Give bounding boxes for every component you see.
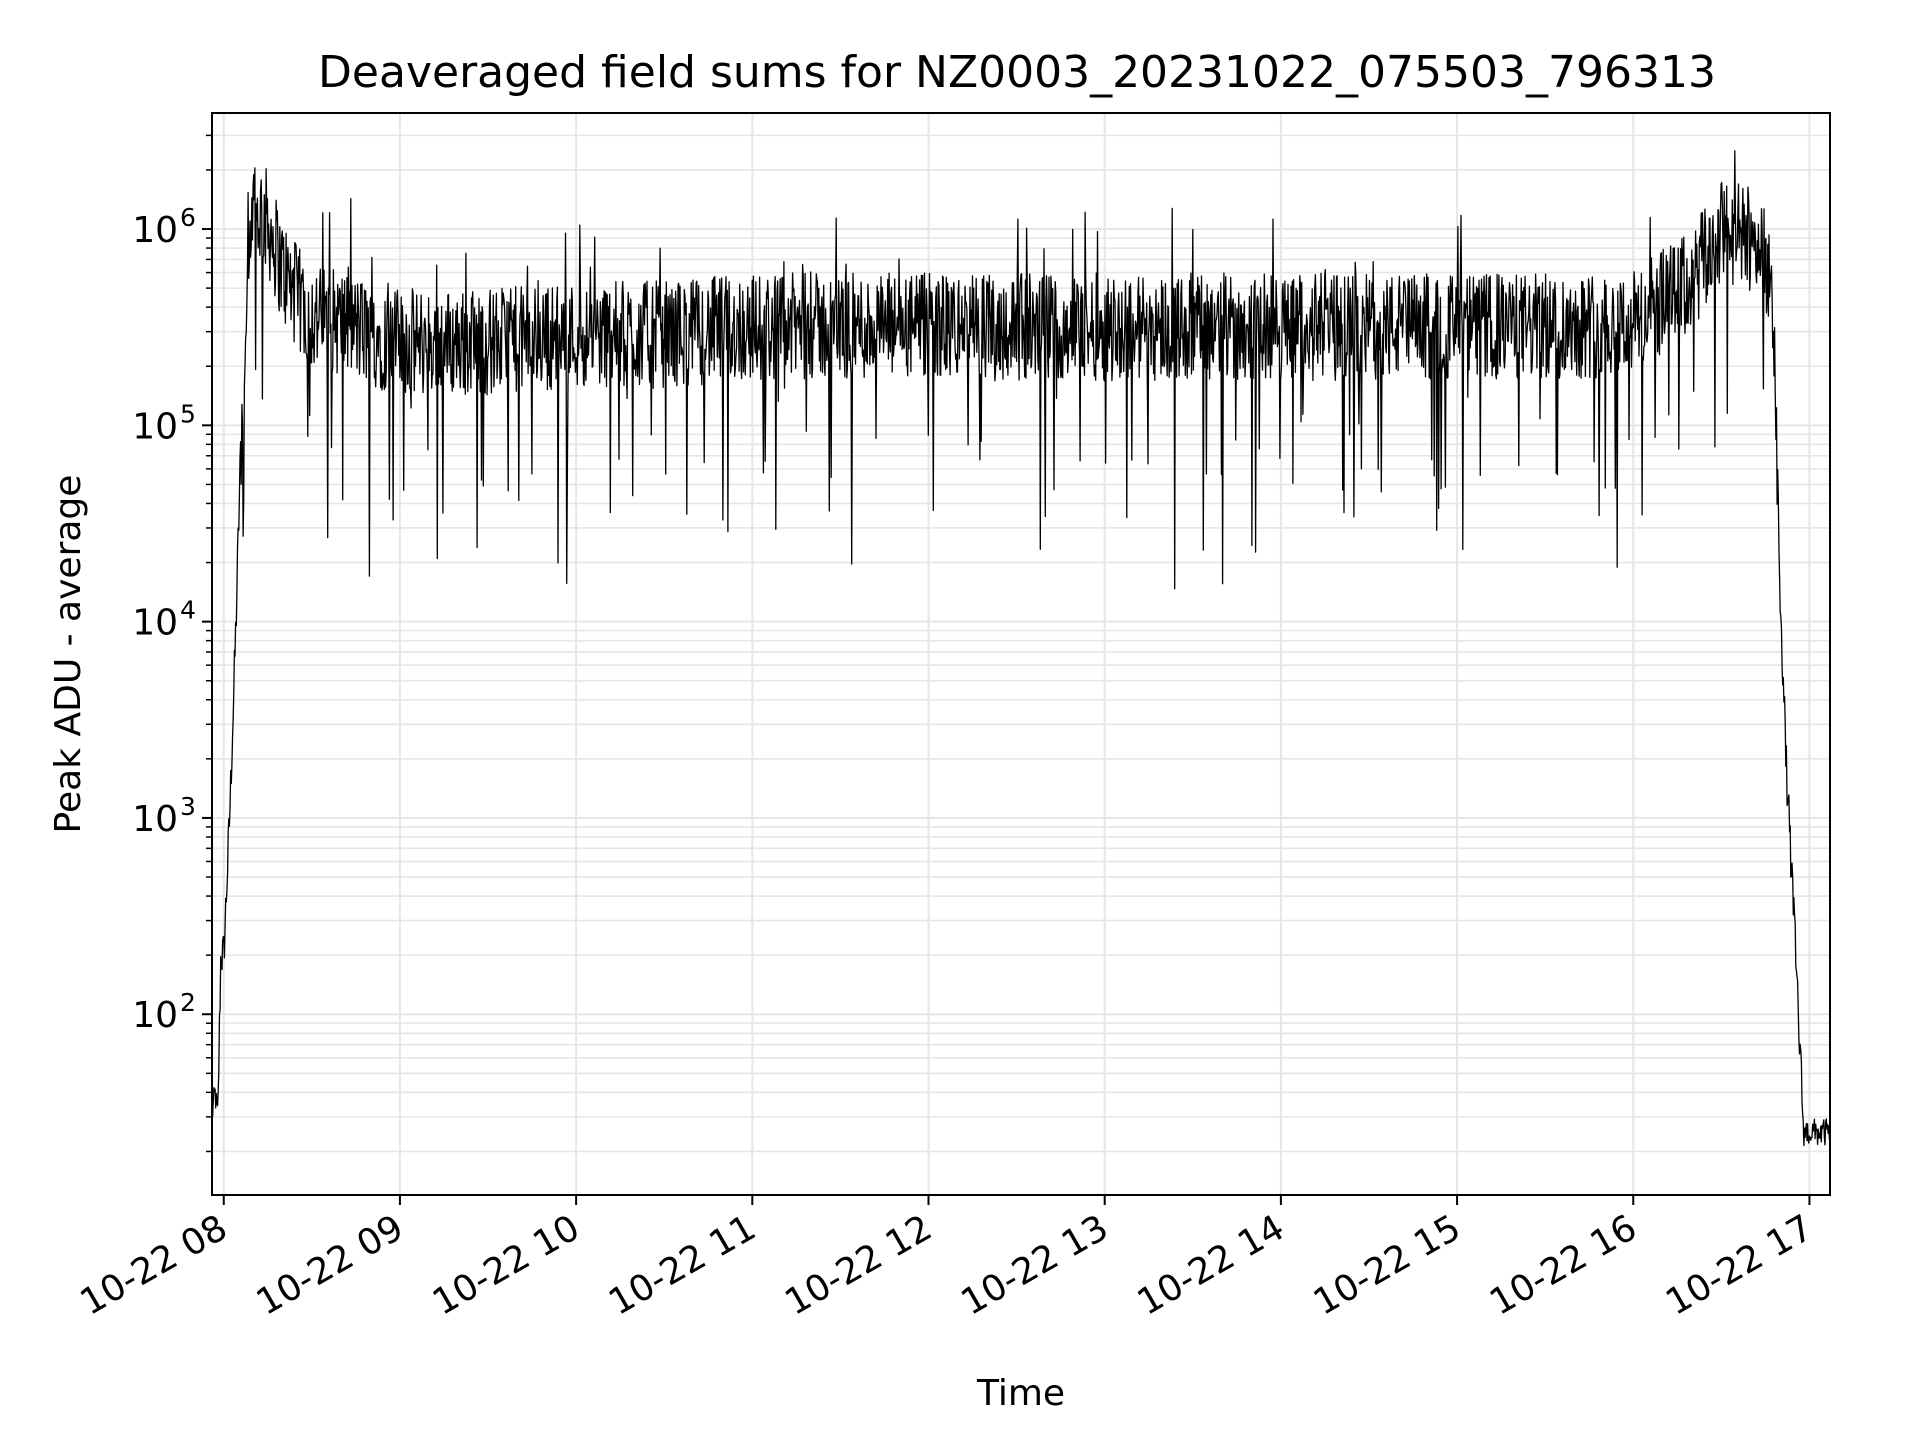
series-layer	[211, 150, 1831, 1147]
grid	[212, 113, 1830, 1195]
y-tick-exponent: 4	[180, 596, 196, 625]
y-axis-label: Peak ADU - average	[48, 475, 89, 834]
y-tick-label: 10	[132, 603, 178, 644]
y-tick-label: 10	[132, 995, 178, 1036]
y-tick-label: 10	[132, 406, 178, 447]
plot-frame	[211, 112, 1831, 1196]
y-tick-exponent: 2	[180, 988, 196, 1017]
y-tick-label: 10	[132, 799, 178, 840]
y-tick-exponent: 5	[180, 399, 196, 428]
y-tick-exponent: 6	[180, 203, 196, 232]
chart-title: Deaveraged field sums for NZ0003_2023102…	[318, 47, 1716, 98]
y-tick-label: 10	[132, 210, 178, 251]
x-axis-label: Time	[976, 1373, 1065, 1414]
series-line	[211, 150, 1831, 1147]
y-tick-exponent: 3	[180, 792, 196, 821]
